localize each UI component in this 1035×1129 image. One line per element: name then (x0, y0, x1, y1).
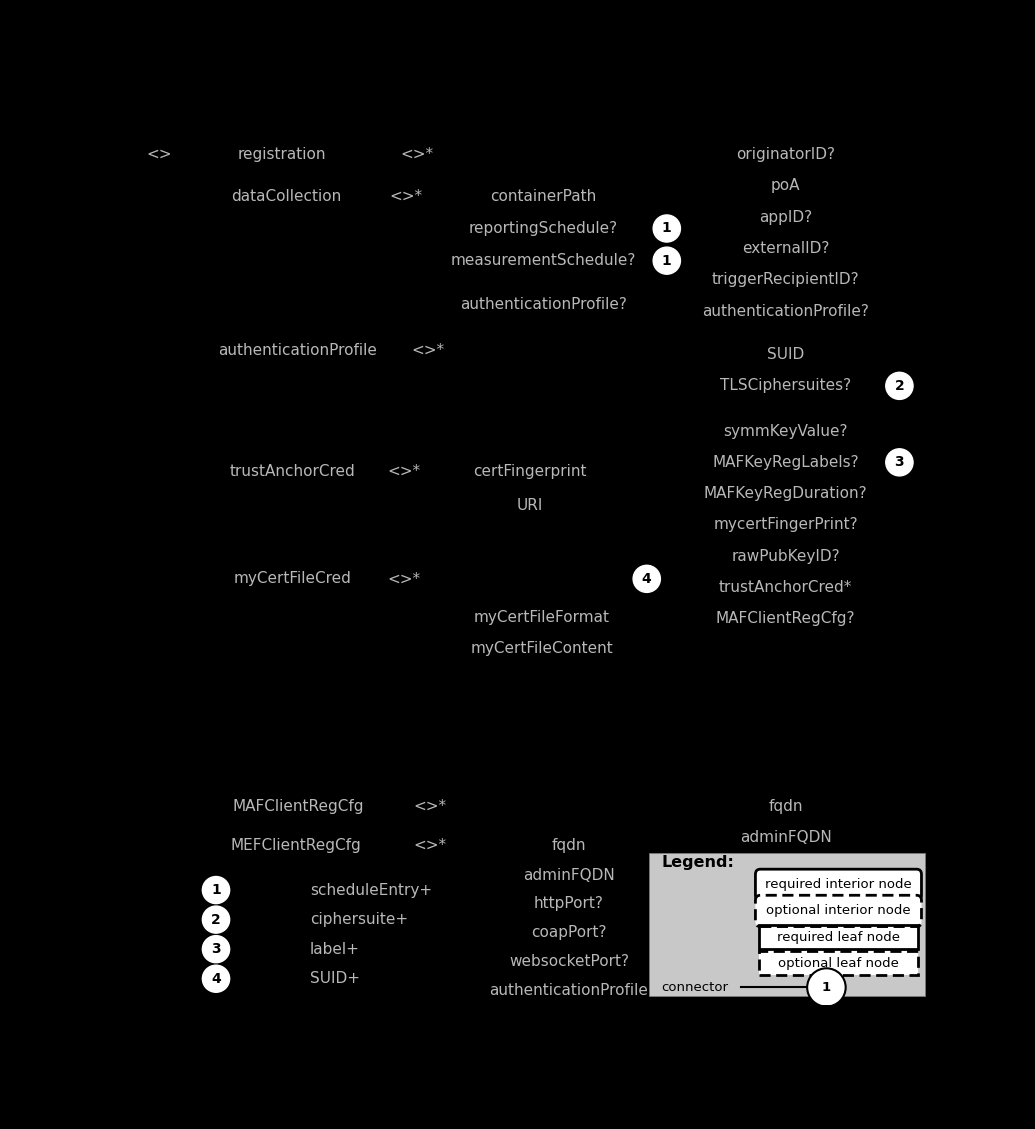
FancyBboxPatch shape (759, 951, 918, 975)
Text: mycertFingerPrint?: mycertFingerPrint? (713, 517, 858, 533)
Ellipse shape (807, 969, 846, 1007)
Text: myCertFileCred: myCertFileCred (233, 571, 351, 586)
FancyBboxPatch shape (649, 852, 925, 996)
Text: ciphersuite+: ciphersuite+ (309, 912, 408, 927)
Text: coapPort?: coapPort? (747, 891, 823, 907)
Text: myCertFileFormat: myCertFileFormat (474, 610, 610, 624)
Text: <>*: <>* (387, 571, 420, 586)
Text: registration: registration (237, 147, 326, 163)
Text: 1: 1 (662, 254, 672, 268)
Ellipse shape (203, 907, 230, 934)
Ellipse shape (886, 373, 913, 400)
Text: trustAnchorCred: trustAnchorCred (230, 464, 355, 479)
Text: label+: label+ (309, 942, 360, 956)
Text: certFingerprint: certFingerprint (473, 464, 587, 479)
Text: <>*: <>* (387, 464, 420, 479)
Text: MAFClientRegCfg?: MAFClientRegCfg? (716, 611, 855, 627)
Text: 3: 3 (894, 455, 905, 470)
Text: connector: connector (661, 981, 729, 994)
Ellipse shape (203, 936, 230, 963)
Text: adminFQDN: adminFQDN (740, 831, 831, 846)
Text: coapPort?: coapPort? (531, 925, 607, 940)
Text: required leaf node: required leaf node (777, 930, 900, 944)
Text: triggerRecipientID?: triggerRecipientID? (712, 272, 859, 287)
Text: SUID+: SUID+ (309, 971, 360, 987)
Text: authenticationProfile?: authenticationProfile? (460, 297, 627, 312)
Text: externalID?: externalID? (742, 240, 829, 256)
Text: 1: 1 (662, 221, 672, 236)
Text: authenticationProfile?: authenticationProfile? (702, 304, 869, 318)
Text: adminFQDN: adminFQDN (523, 868, 615, 883)
Ellipse shape (203, 876, 230, 903)
FancyBboxPatch shape (759, 925, 918, 949)
Text: <>: <> (146, 147, 172, 163)
Text: TLSCiphersuites?: TLSCiphersuites? (720, 378, 851, 393)
Ellipse shape (633, 566, 660, 593)
Text: <>*: <>* (411, 343, 444, 358)
Text: <>*: <>* (389, 189, 422, 204)
Text: 3: 3 (211, 943, 220, 956)
Text: poA: poA (771, 178, 800, 193)
Text: <>*: <>* (400, 147, 433, 163)
Text: MAFKeyRegLabels?: MAFKeyRegLabels? (712, 455, 859, 470)
Text: MAFKeyRegDuration?: MAFKeyRegDuration? (704, 487, 867, 501)
Text: <>*: <>* (414, 799, 447, 814)
Text: websocketPort?: websocketPort? (509, 954, 629, 969)
Text: containerPath: containerPath (491, 189, 596, 204)
Text: authenticationProfile: authenticationProfile (706, 952, 865, 968)
Text: reportingSchedule?: reportingSchedule? (469, 221, 618, 236)
Text: 4: 4 (642, 571, 652, 586)
Text: httpPort?: httpPort? (534, 896, 603, 911)
Text: optional interior node: optional interior node (766, 904, 911, 918)
Text: 2: 2 (211, 912, 220, 927)
Text: optional leaf node: optional leaf node (778, 956, 898, 970)
Text: required interior node: required interior node (765, 878, 912, 891)
Text: scheduleEntry+: scheduleEntry+ (309, 883, 432, 898)
Text: myCertFileContent: myCertFileContent (470, 641, 613, 656)
Text: 2: 2 (894, 379, 905, 393)
Text: 1: 1 (822, 981, 831, 994)
Text: MEFClientRegCfg: MEFClientRegCfg (231, 838, 361, 854)
Text: 4: 4 (211, 972, 220, 986)
Text: Legend:: Legend: (661, 855, 734, 869)
Text: originatorID?: originatorID? (736, 147, 835, 163)
FancyBboxPatch shape (756, 895, 921, 927)
Text: fqdn: fqdn (768, 799, 803, 814)
Text: rawPubKeyID?: rawPubKeyID? (731, 549, 839, 563)
Text: authenticationProfile: authenticationProfile (490, 982, 648, 998)
Text: appID?: appID? (759, 210, 812, 225)
Text: symmKeyValue?: symmKeyValue? (723, 423, 848, 438)
Text: httpPort?: httpPort? (750, 860, 821, 876)
Text: MAFClientRegCfg: MAFClientRegCfg (232, 799, 363, 814)
Text: URI: URI (516, 498, 542, 514)
Text: SUID: SUID (767, 347, 804, 362)
Text: dataCollection: dataCollection (232, 189, 342, 204)
Text: websocketPort?: websocketPort? (726, 921, 846, 937)
Ellipse shape (653, 215, 680, 242)
Text: <>*: <>* (414, 838, 447, 854)
FancyBboxPatch shape (756, 869, 921, 901)
Text: trustAnchorCred*: trustAnchorCred* (719, 580, 852, 595)
Ellipse shape (203, 965, 230, 992)
Text: authenticationProfile: authenticationProfile (218, 343, 378, 358)
Text: fqdn: fqdn (552, 838, 586, 854)
Text: 1: 1 (211, 883, 220, 898)
Text: measurementSchedule?: measurementSchedule? (450, 253, 635, 269)
Ellipse shape (886, 449, 913, 476)
Ellipse shape (653, 247, 680, 274)
